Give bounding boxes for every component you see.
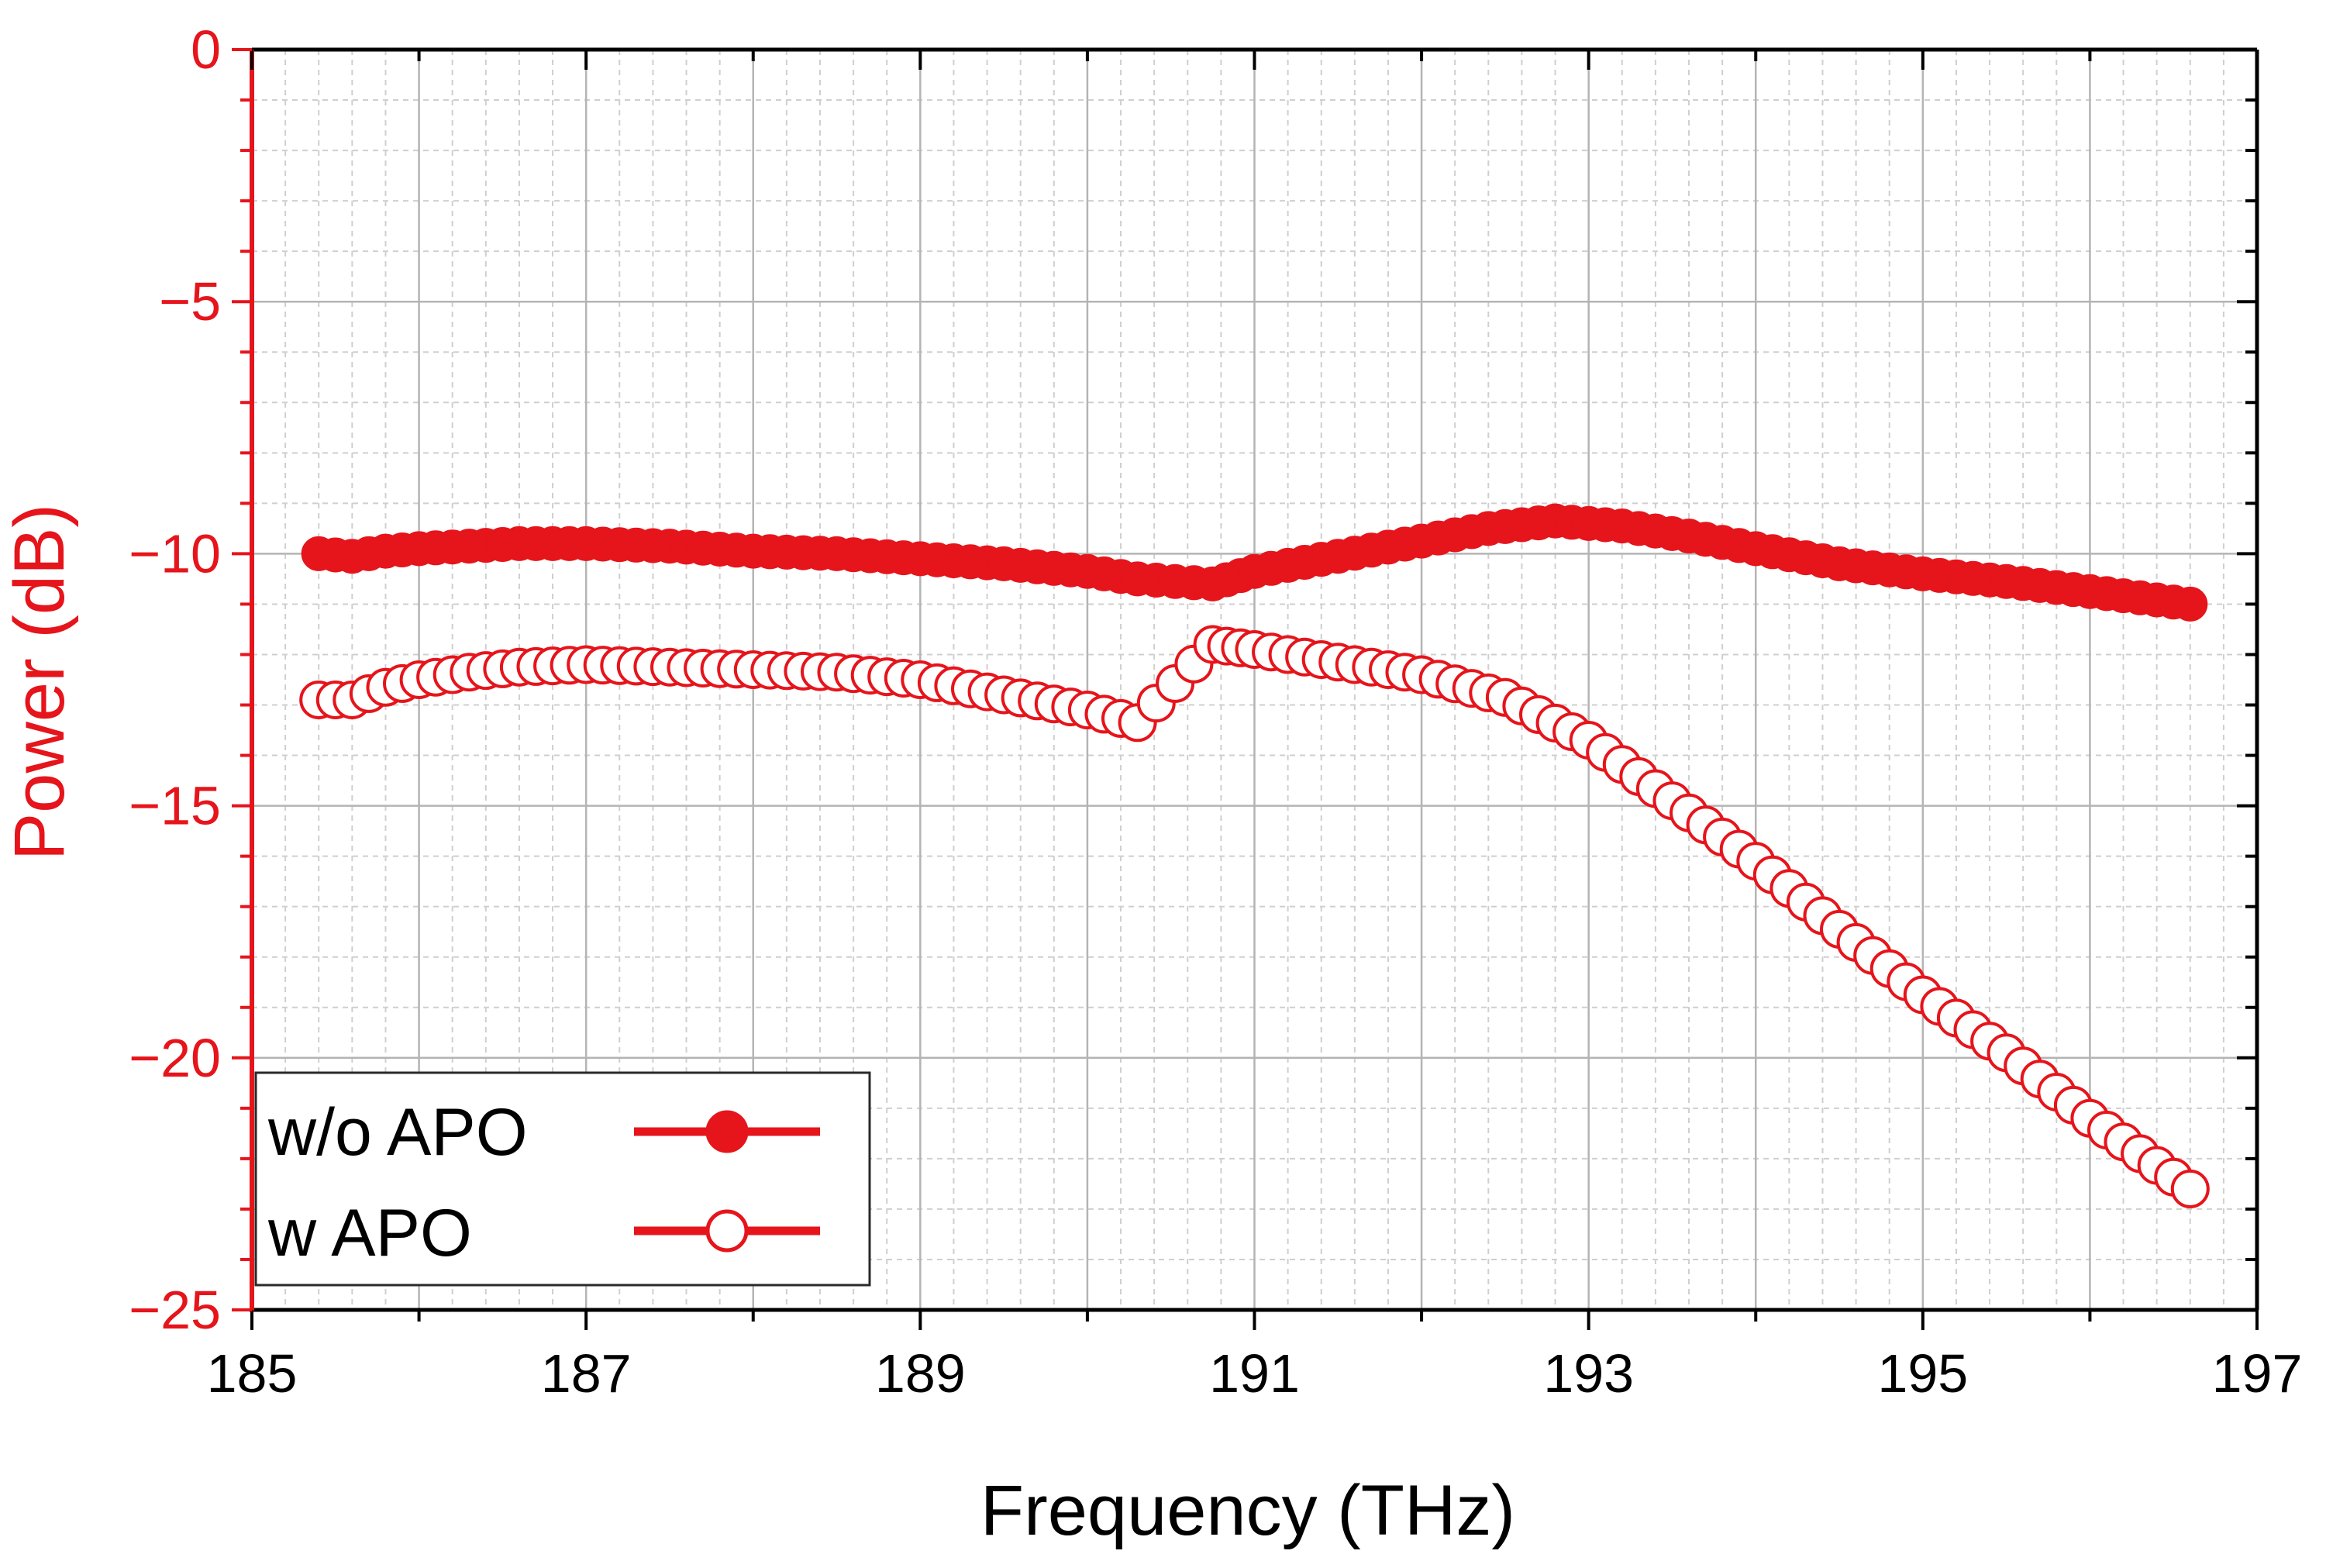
x-tick-label: 197 — [2212, 1343, 2303, 1404]
y-tick-label: −10 — [129, 523, 221, 584]
x-tick-label: 195 — [1877, 1343, 1968, 1404]
y-tick-label: −20 — [129, 1028, 221, 1088]
legend-box — [254, 1071, 871, 1287]
y-tick-label: −5 — [159, 271, 221, 332]
legend-label-wo-apo: w/o APO — [267, 1095, 528, 1170]
legend-marker-w-apo — [705, 1209, 749, 1253]
x-tick-label: 185 — [207, 1343, 298, 1404]
y-tick-label: −25 — [129, 1280, 221, 1340]
data-point — [2173, 586, 2208, 622]
data-series — [299, 503, 2210, 1208]
x-tick-label: 193 — [1543, 1343, 1634, 1404]
x-axis-title: Frequency (THz) — [980, 1471, 1515, 1550]
x-tick-label: 189 — [875, 1343, 966, 1404]
x-tick-label: 191 — [1209, 1343, 1300, 1404]
y-tick-labels: 0 −5 −10 −15 −20 −25 — [129, 19, 221, 1340]
legend: w/o APO w APO — [254, 1071, 871, 1287]
legend-label-w-apo: w APO — [267, 1196, 472, 1270]
y-axis-title: Power (dB) — [0, 504, 79, 860]
legend-marker-wo-apo — [705, 1110, 749, 1153]
y-tick-label: 0 — [191, 19, 221, 80]
series-wo-apo — [301, 503, 2208, 622]
x-tick-label: 187 — [541, 1343, 632, 1404]
data-point — [2170, 1169, 2210, 1208]
series-w-apo — [299, 625, 2210, 1208]
x-tick-labels: 185 187 189 191 193 195 197 — [207, 1343, 2303, 1404]
y-tick-label: −15 — [129, 776, 221, 836]
axis-ticks — [232, 48, 2259, 1330]
